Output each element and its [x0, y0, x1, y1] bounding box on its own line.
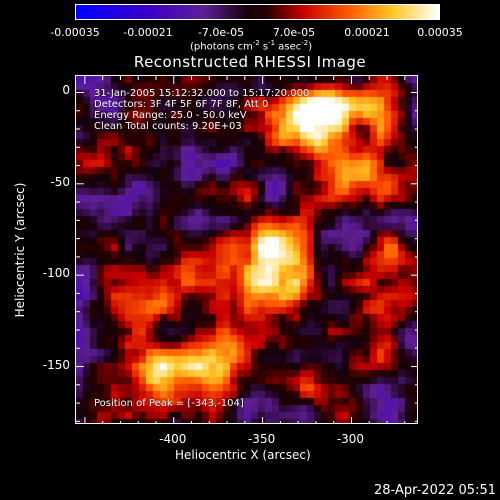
- colorbar-tick-label: 0.00035: [417, 26, 463, 39]
- colorbar-tick-label: -0.00035: [50, 26, 100, 39]
- annotation-energy: Energy Range: 25.0 - 50.0 keV: [94, 110, 247, 121]
- colorbar: [75, 4, 440, 20]
- annotation-clean: Clean Total counts: 9.20E+03: [94, 121, 242, 132]
- x-tick-label: -400: [159, 432, 187, 446]
- plot-axes-overlay: [76, 76, 417, 423]
- chart-title: Reconstructed RHESSI Image: [133, 53, 367, 71]
- x-tick-label: -300: [336, 432, 365, 446]
- x-axis-label: Heliocentric X (arcsec): [175, 448, 311, 462]
- annotation-time-range: 31-Jan-2005 15:12:32.000 to 15:17:20.000: [94, 88, 310, 99]
- y-tick-label: -100: [42, 266, 70, 281]
- colorbar-tick-label: 7.0e-05: [272, 26, 316, 39]
- timestamp: 28-Apr-2022 05:51: [374, 483, 496, 498]
- annotation-detectors: Detectors: 3F 4F 5F 6F 7F 8F, Att 0: [94, 99, 269, 110]
- plot-area: 31-Jan-2005 15:12:32.000 to 15:17:20.000…: [75, 75, 418, 424]
- y-tick-label: 0: [62, 83, 70, 98]
- heatmap-image: [76, 76, 417, 423]
- y-axis-label: Heliocentric Y (arcsec): [13, 182, 27, 318]
- colorbar-tick-label: 0.00021: [344, 26, 390, 39]
- x-tick-label: -350: [247, 432, 276, 446]
- annotation-peak-position: Position of Peak = [-343,-104]: [94, 398, 244, 409]
- y-tick-label: -150: [42, 357, 70, 372]
- colorbar-tick-label: -0.00021: [123, 26, 173, 39]
- y-tick-label: -50: [50, 174, 70, 189]
- colorbar-units: (photons cm-2 s-1 asec-2): [190, 39, 313, 53]
- colorbar-tick-label: -7.0e-05: [197, 26, 245, 39]
